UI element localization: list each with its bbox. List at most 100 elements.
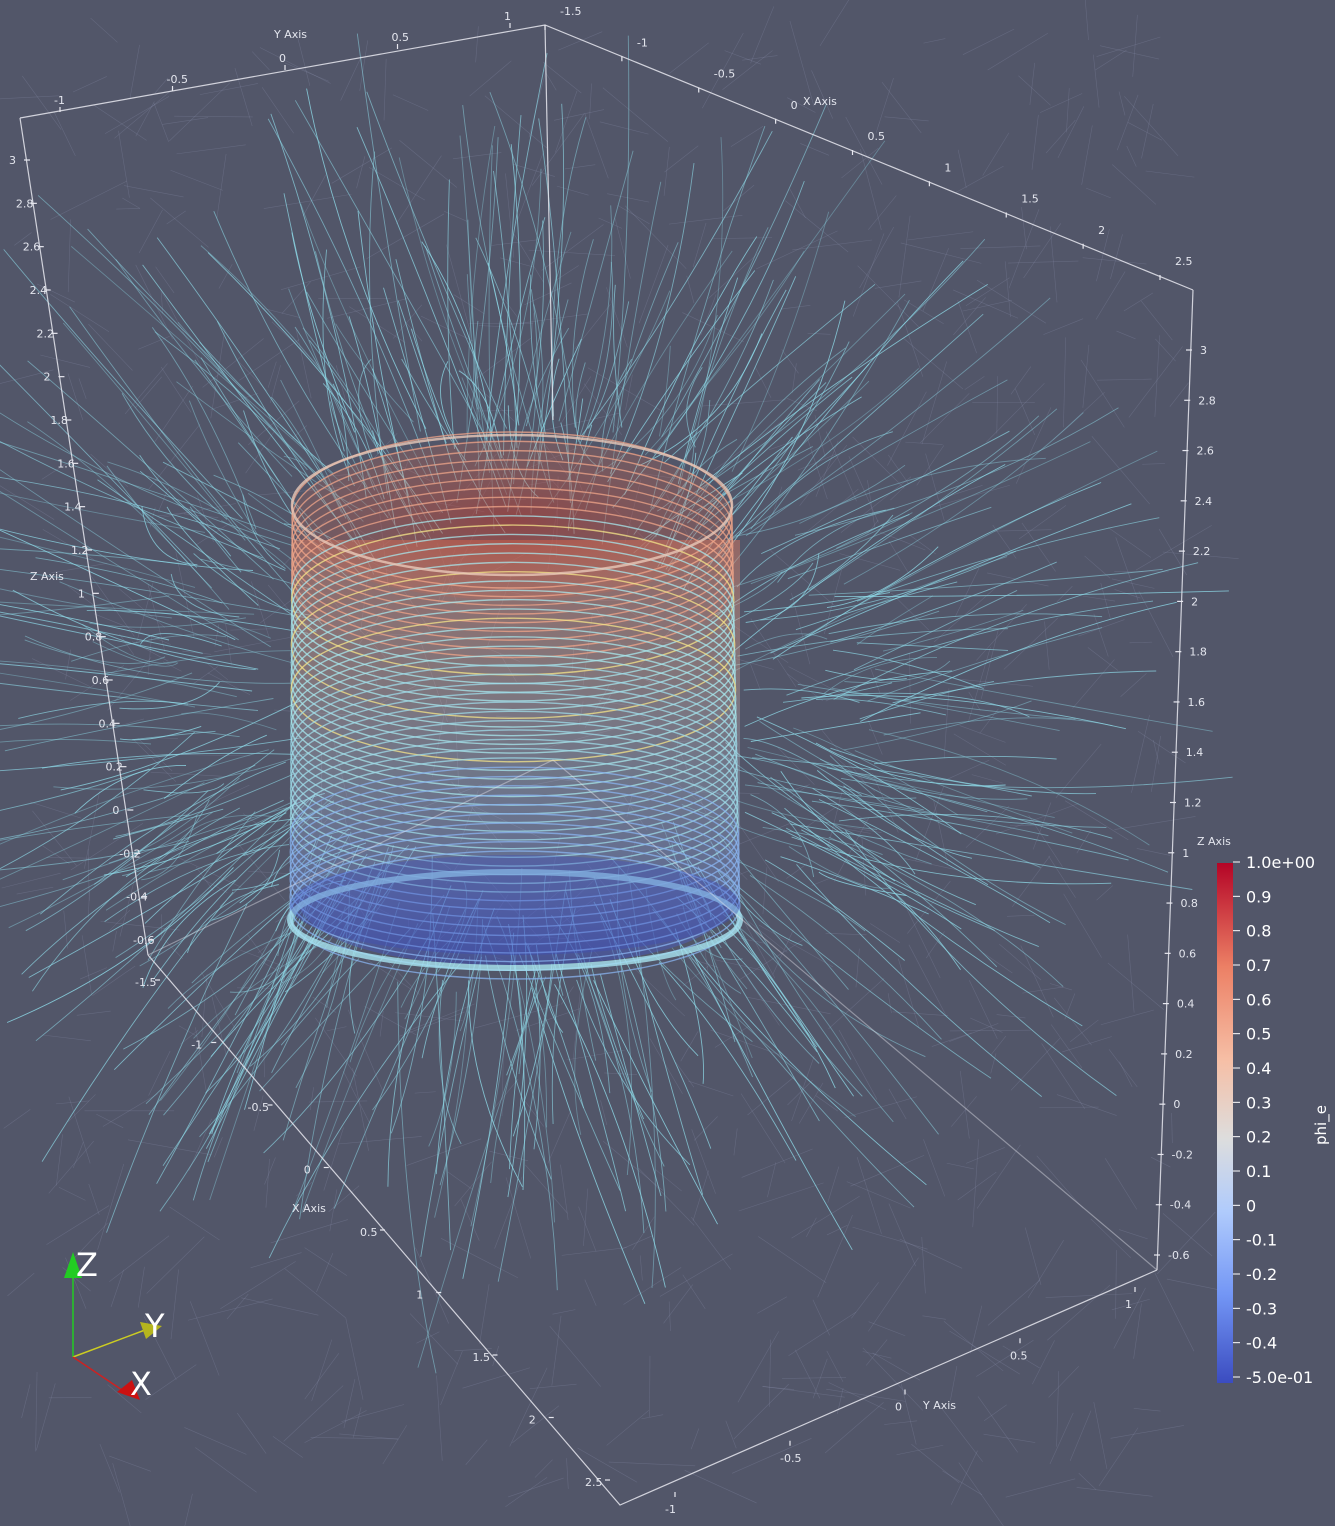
top-x-tick-label: 1.5: [1021, 193, 1039, 206]
left-z-tick-label: 1: [78, 587, 85, 600]
top-x-tick-label: -1.5: [560, 5, 581, 18]
bounding-box: [19, 24, 1194, 1506]
left-z-axis-title: Z Axis: [30, 570, 64, 583]
bottom-y-tick-label: -1: [665, 1503, 676, 1516]
bottom-y-tick-label: -0.5: [780, 1452, 801, 1465]
left-z-tick-label: 0.8: [85, 631, 103, 644]
bottom-x-tick-label: -0.5: [248, 1101, 269, 1114]
orientation-axes[interactable]: Z Y X: [64, 1246, 165, 1403]
left-z-tick-label: 0.6: [92, 674, 110, 687]
right-z-tick-label: -0.4: [1170, 1199, 1191, 1212]
axis-tick-labels: -1 -0.5 0 0.5 1 -1.5 -1 -0.5 0 0.5 1 1.5 2 2.5 3 2.8 2.6…: [9, 5, 1216, 1516]
top-x-tick-label: 0.5: [868, 130, 886, 143]
bottom-x-tick-label: 1.5: [473, 1351, 491, 1364]
x-arrow-icon: [117, 1380, 140, 1400]
bottom-y-tick-label: 1: [1125, 1298, 1132, 1311]
right-z-tick-label: 3: [1200, 344, 1207, 357]
left-z-tick-label: 2: [43, 371, 50, 384]
left-z-tick-label: -0.2: [119, 847, 140, 860]
scalar-bar-label: -0.1: [1246, 1231, 1277, 1250]
top-x-tick-label: -0.5: [714, 68, 735, 81]
scalar-bar-label: 0.1: [1246, 1162, 1271, 1181]
bottom-x-tick-label: 0: [304, 1164, 311, 1177]
scalar-bar-label: -0.2: [1246, 1265, 1277, 1284]
top-y-tick-label: 1: [504, 10, 511, 23]
left-z-tick-label: 2.6: [23, 241, 41, 254]
top-y-axis-title: Y Axis: [273, 28, 307, 41]
scalar-bar-label: 0.9: [1246, 887, 1271, 906]
scalar-bar-label: -5.0e-01: [1246, 1368, 1313, 1387]
right-z-tick-label: 2.8: [1198, 394, 1216, 407]
right-z-tick-label: 2.2: [1193, 545, 1211, 558]
top-x-tick-label: -1: [637, 36, 648, 49]
coil-cylinder: [287, 431, 743, 980]
left-z-tick-label: 1.8: [50, 414, 67, 427]
right-z-tick-label: 0.4: [1177, 998, 1195, 1011]
top-y-tick-label: 0: [279, 52, 286, 65]
bottom-y-tick-label: 0: [895, 1401, 902, 1414]
left-z-tick-label: 2.2: [37, 327, 55, 340]
left-z-tick-label: -0.6: [133, 934, 154, 947]
bottom-x-tick-label: 1: [416, 1289, 423, 1302]
scalar-bar-label: 0.6: [1246, 990, 1271, 1009]
scalar-bar-label: 0.2: [1246, 1128, 1271, 1147]
bottom-x-axis-title: X Axis: [292, 1202, 326, 1215]
z-arrow-icon: [64, 1252, 82, 1278]
scalar-bar: 1.0e+00 0.9 0.8 0.7 0.6 0.5 0.4 0.3 0.2 0.1 0 -0.1 -…: [1217, 853, 1331, 1387]
left-z-tick-label: 2.8: [16, 197, 34, 210]
scalar-bar-label: 0.4: [1246, 1059, 1271, 1078]
scalar-bar-label: 0.5: [1246, 1025, 1271, 1044]
right-z-tick-label: -0.2: [1172, 1148, 1193, 1161]
right-z-tick-label: 0.6: [1179, 947, 1197, 960]
bottom-x-tick-label: -1.5: [135, 976, 156, 989]
y-arrow-icon: [140, 1322, 162, 1339]
scalar-bar-label: 1.0e+00: [1246, 853, 1315, 872]
top-x-axis-title: X Axis: [803, 95, 837, 108]
scalar-bar-gradient: [1217, 863, 1233, 1383]
right-z-tick-label: 1.4: [1186, 746, 1204, 759]
left-z-tick-label: 0.2: [105, 761, 123, 774]
scalar-bar-label: -0.3: [1246, 1299, 1277, 1318]
bottom-x-tick-label: 2: [529, 1414, 536, 1427]
bottom-x-tick-label: -1: [191, 1039, 202, 1052]
scalar-bar-label: 0.8: [1246, 922, 1271, 941]
left-z-tick-label: 1.2: [71, 544, 89, 557]
scalar-bar-label: 0.7: [1246, 956, 1271, 975]
scalar-bar-title: phi_e: [1312, 1105, 1331, 1145]
right-z-tick-label: 2.4: [1195, 495, 1213, 508]
right-z-tick-label: 0: [1173, 1098, 1180, 1111]
top-y-tick-label: -0.5: [167, 73, 188, 86]
orientation-y-label: Y: [144, 1307, 165, 1345]
right-z-tick-label: 2: [1191, 595, 1198, 608]
left-z-tick-label: 3: [9, 154, 16, 167]
bottom-y-tick-label: 0.5: [1010, 1349, 1028, 1362]
orientation-x-label: X: [130, 1365, 152, 1403]
scalar-bar-label: 0.3: [1246, 1093, 1271, 1112]
scalar-bar-label: -0.4: [1246, 1334, 1277, 1353]
right-z-tick-label: 1.6: [1188, 696, 1206, 709]
right-z-axis-title: Z Axis: [1197, 835, 1231, 848]
bottom-x-tick-label: 2.5: [585, 1476, 603, 1489]
right-z-tick-label: -0.6: [1168, 1249, 1189, 1262]
right-z-tick-label: 1: [1182, 847, 1189, 860]
top-x-tick-label: 2: [1098, 224, 1105, 237]
top-x-tick-label: 0: [791, 99, 798, 112]
left-z-tick-label: 0.4: [99, 717, 117, 730]
orientation-z-label: Z: [76, 1246, 98, 1284]
left-z-tick-label: 1.4: [64, 501, 82, 514]
bottom-x-tick-label: 0.5: [360, 1226, 378, 1239]
top-x-tick-label: 1: [944, 161, 951, 174]
left-z-tick-label: 2.4: [30, 284, 47, 297]
left-z-tick-label: 1.6: [57, 457, 75, 470]
bottom-y-axis-title: Y Axis: [922, 1399, 956, 1412]
scalar-bar-label: 0: [1246, 1196, 1256, 1215]
left-z-tick-label: 0: [112, 804, 119, 817]
right-z-tick-label: 2.6: [1196, 445, 1214, 458]
right-z-tick-label: 0.8: [1180, 897, 1198, 910]
right-z-tick-label: 0.2: [1175, 1048, 1193, 1061]
right-z-tick-label: 1.2: [1184, 797, 1202, 810]
top-y-tick-label: 0.5: [392, 31, 410, 44]
right-z-tick-label: 1.8: [1189, 646, 1207, 659]
